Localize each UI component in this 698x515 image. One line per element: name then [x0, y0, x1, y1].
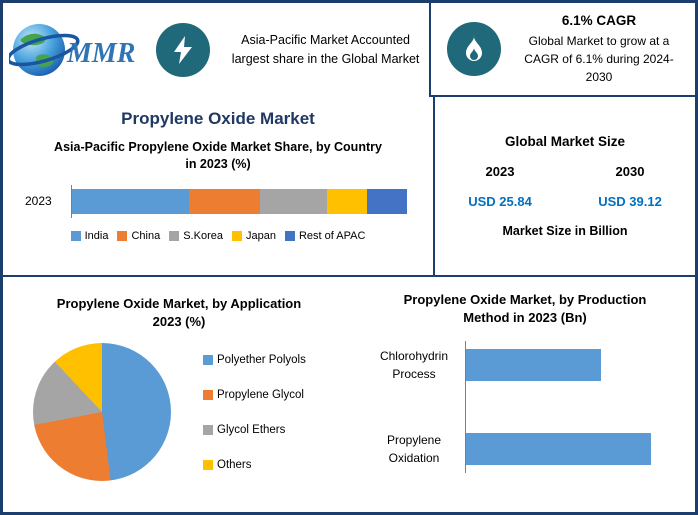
- legend-swatch: [203, 424, 213, 435]
- legend-item: Rest of APAC: [284, 229, 366, 242]
- application-section: Propylene Oxide Market, by Application 2…: [3, 277, 355, 512]
- production-method-section: Propylene Oxide Market, by Production Me…: [355, 277, 695, 512]
- flame-icon: [447, 22, 501, 76]
- bar-category-label: Chlorohydrin Process: [379, 349, 449, 382]
- production-bar-chart: Chlorohydrin Process Propylene Oxidation: [369, 341, 665, 474]
- bar-row-propylene-oxidation: Propylene Oxidation: [369, 431, 665, 467]
- stacked-bar-track: [71, 184, 407, 218]
- globe-icon: [9, 24, 80, 76]
- highlight-section: Asia-Pacific Market Accounted largest sh…: [152, 3, 429, 97]
- mmr-logo: MMR: [3, 3, 152, 97]
- legend-label: Japan: [245, 229, 276, 242]
- legend-label: S.Korea: [183, 229, 223, 242]
- pie-chart-title: Propylene Oxide Market, by Application 2…: [56, 296, 302, 330]
- legend-label: Rest of APAC: [298, 229, 366, 242]
- market-size-year-2030: 2030: [615, 164, 645, 179]
- market-size-panel: Global Market Size 2023 2030 USD 25.84 U…: [433, 97, 695, 275]
- bar-segment-s-korea: [259, 188, 327, 214]
- legend-item: Japan: [231, 229, 276, 242]
- legend-label: India: [84, 229, 109, 242]
- legend-swatch: [203, 389, 213, 400]
- bar: [465, 433, 652, 466]
- market-size-value-2030: USD 39.12: [598, 194, 662, 209]
- legend-label: Others: [217, 458, 252, 471]
- bar-segment-india: [72, 188, 190, 214]
- legend-item: Propylene Glycol: [203, 389, 306, 401]
- market-size-value-2023: USD 25.84: [468, 194, 532, 209]
- bottom-row: Propylene Oxide Market, by Application 2…: [3, 275, 695, 512]
- header-row: MMR Asia-Pacific Market Accounted larges…: [3, 3, 695, 97]
- cagr-title: 6.1% CAGR: [561, 12, 637, 28]
- highlight-text: Asia-Pacific Market Accounted largest sh…: [231, 32, 420, 66]
- middle-row: Propylene Oxide Market Asia-Pacific Prop…: [3, 97, 695, 275]
- market-size-title: Global Market Size: [504, 134, 626, 149]
- bar-track: [465, 347, 665, 383]
- stacked-bar-legend: India China S.Korea Japan Rest of APAC: [3, 230, 433, 242]
- legend-label: Propylene Glycol: [217, 388, 304, 401]
- stacked-bar: [72, 188, 407, 214]
- legend-item: China: [117, 230, 160, 242]
- pie-chart-area: Polyether Polyols Propylene Glycol Glycol …: [3, 343, 355, 482]
- production-chart-title: Propylene Oxide Market, by Production Me…: [403, 292, 647, 326]
- legend-item: India: [70, 229, 109, 242]
- stacked-bar-chart: 2023: [25, 184, 407, 218]
- bar: [465, 349, 602, 382]
- pie-legend: Polyether Polyols Propylene Glycol Glycol …: [203, 354, 306, 471]
- lightning-icon: [155, 23, 210, 77]
- legend-label: China: [131, 229, 161, 242]
- bar-segment-china: [189, 188, 260, 214]
- legend-label: Glycol Ethers: [217, 423, 286, 436]
- bar-category-label: Propylene Oxidation: [386, 433, 442, 466]
- legend-item: Glycol Ethers: [203, 424, 306, 436]
- legend-swatch: [70, 230, 81, 241]
- legend-swatch: [203, 354, 213, 365]
- bar-segment-rest-of-apac: [366, 188, 407, 214]
- legend-swatch: [203, 459, 213, 470]
- legend-swatch: [231, 230, 242, 241]
- cagr-text: Global Market to grow at a CAGR of 6.1% …: [524, 33, 674, 84]
- page-title: Propylene Oxide Market: [121, 109, 315, 128]
- stacked-chart-title: Asia-Pacific Propylene Oxide Market Shar…: [54, 140, 382, 171]
- bar-row-chlorohydrin-process: Chlorohydrin Process: [369, 347, 665, 383]
- bar-track: [465, 431, 665, 467]
- country-share-section: Propylene Oxide Market Asia-Pacific Prop…: [3, 97, 433, 275]
- legend-item: S.Korea: [169, 230, 223, 242]
- legend-swatch: [284, 230, 295, 241]
- legend-swatch: [169, 230, 180, 241]
- market-size-year-2023: 2023: [485, 164, 515, 179]
- legend-label: Polyether Polyols: [217, 353, 306, 366]
- market-size-grid: 2023 2030 USD 25.84 USD 39.12: [435, 164, 695, 209]
- cagr-info: 6.1% CAGR Global Market to grow at a CAG…: [513, 13, 685, 86]
- bar-segment-japan: [326, 188, 367, 214]
- y-axis-tick-label: 2023: [25, 194, 52, 209]
- pie-chart: [33, 343, 171, 482]
- mmr-logo-graphic: MMR: [9, 24, 136, 76]
- legend-item: Polyether Polyols: [203, 354, 306, 366]
- market-size-unit: Market Size in Billion: [502, 224, 628, 238]
- cagr-section: 6.1% CAGR Global Market to grow at a CAG…: [429, 3, 695, 97]
- logo-text: MMR: [66, 38, 135, 69]
- legend-swatch: [117, 230, 128, 241]
- legend-item: Others: [203, 459, 306, 471]
